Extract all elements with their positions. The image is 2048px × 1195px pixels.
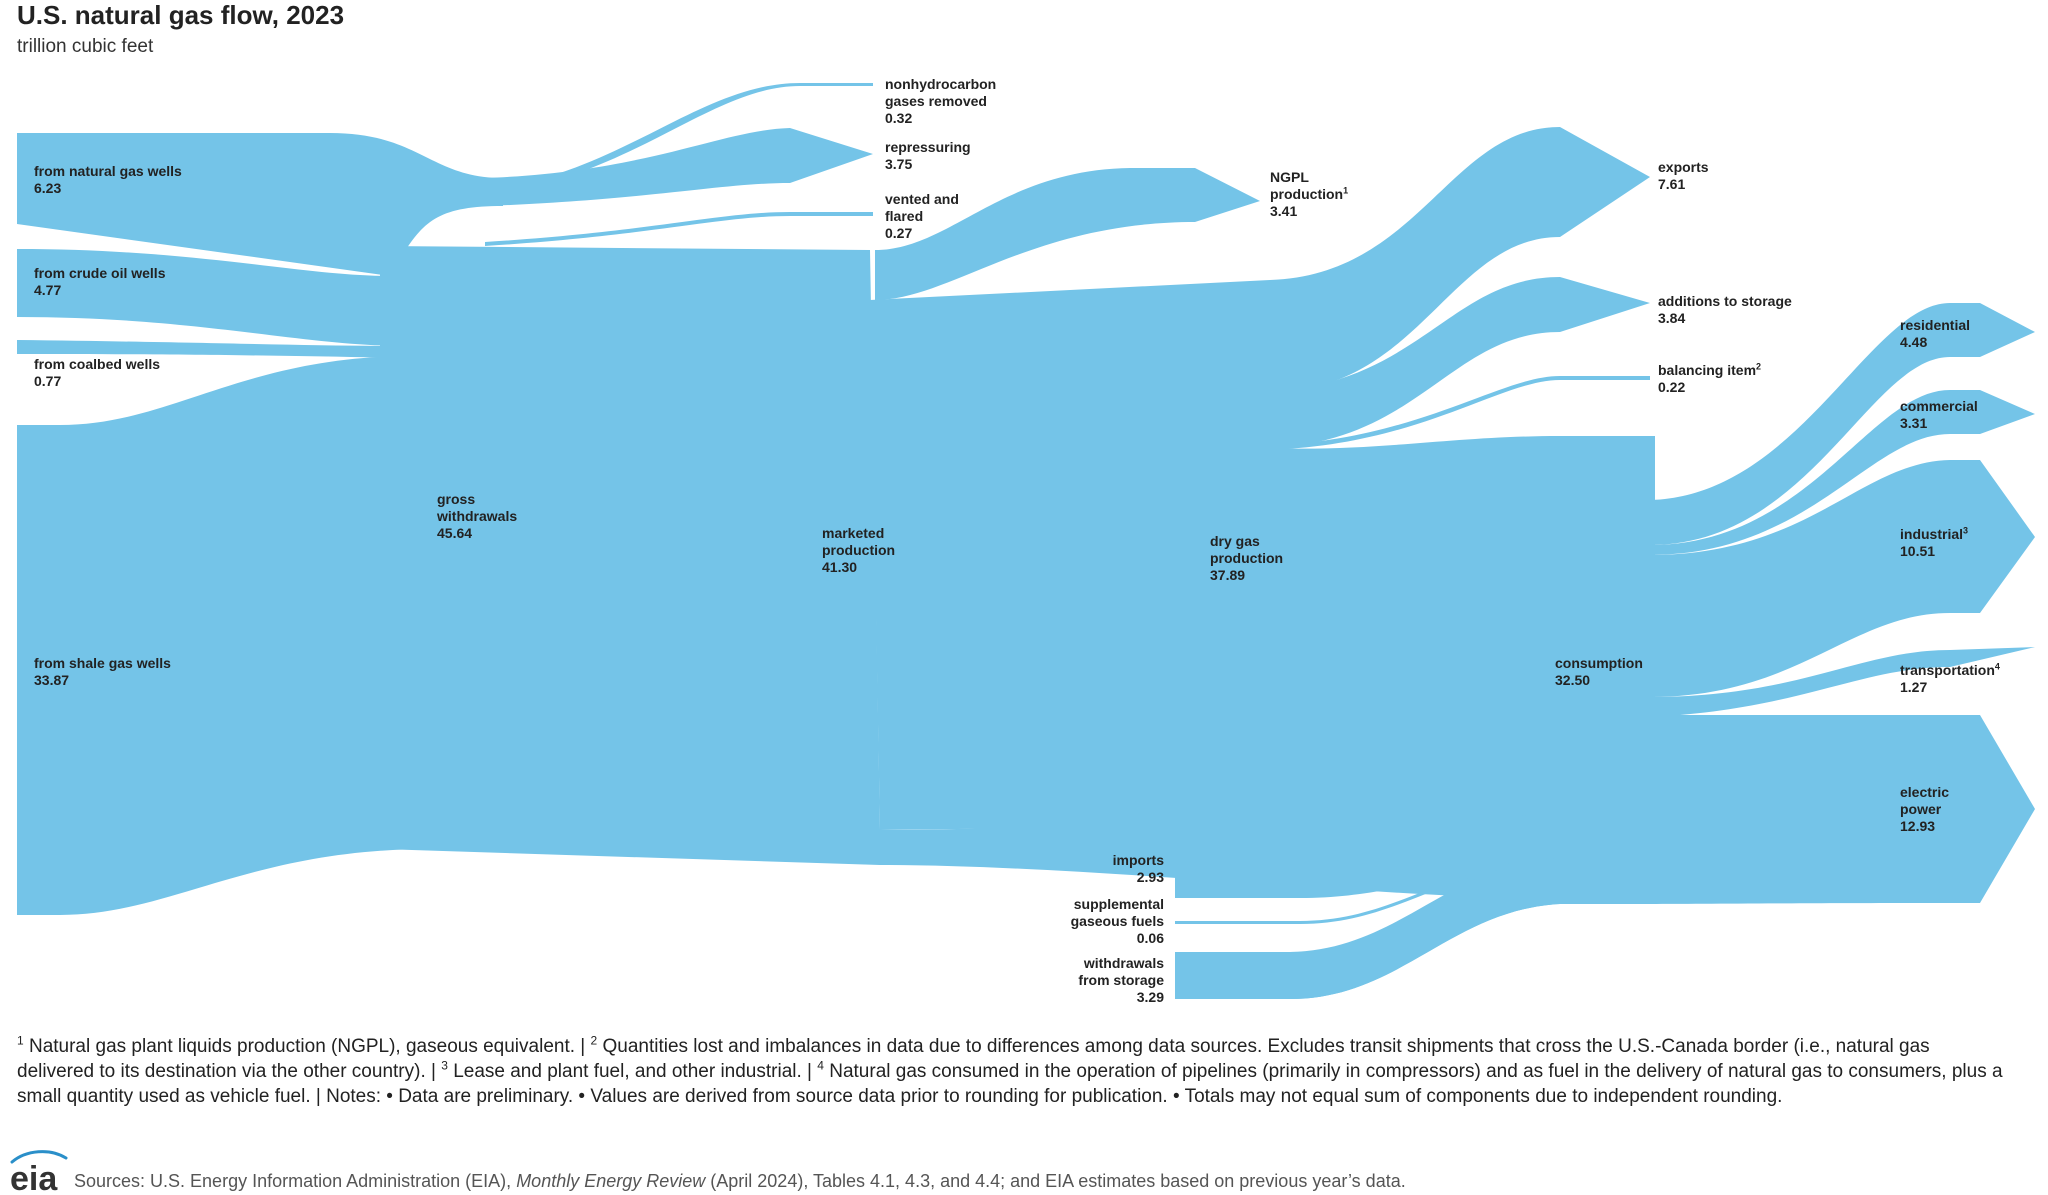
flow-nonhydrocarbon <box>485 83 873 194</box>
flow-imports <box>1175 812 1560 898</box>
label-withdrawals-storage: withdrawals from storage 3.29 <box>1078 955 1164 1005</box>
flow-exports <box>1270 127 1650 392</box>
label-imports: imports 2.93 <box>1112 852 1164 885</box>
footnote-1-marker: 1 <box>17 1033 24 1048</box>
label-vented-flared: vented and flared 0.27 <box>885 191 959 241</box>
label-supplemental: supplemental gaseous fuels 0.06 <box>1070 896 1164 946</box>
label-shale-gas-wells: from shale gas wells 33.87 <box>34 655 171 688</box>
footnote-4-marker: 4 <box>817 1058 824 1073</box>
page-title: U.S. natural gas flow, 2023 <box>17 0 345 30</box>
eia-logo-text: eia <box>10 1160 58 1194</box>
label-natural-gas-wells: from natural gas wells 6.23 <box>34 163 182 196</box>
label-repressuring: repressuring 3.75 <box>885 139 971 172</box>
flow-repressuring <box>485 128 873 206</box>
flow-crude-oil-wells <box>17 249 405 346</box>
label-coalbed-wells: from coalbed wells 0.77 <box>34 356 161 389</box>
label-residential: residential 4.48 <box>1900 317 1971 350</box>
sources-line: Sources: U.S. Energy Information Adminis… <box>74 1171 1406 1192</box>
label-nonhydrocarbon: nonhydrocarbon gases removed 0.32 <box>885 76 997 126</box>
footnote-4: Natural gas consumed in the operation of… <box>17 1061 2003 1107</box>
label-ngpl: NGPL production1 3.41 <box>1270 169 1349 219</box>
label-transportation: transportation4 1.27 <box>1900 661 2000 695</box>
label-industrial: industrial3 10.51 <box>1900 525 1969 559</box>
units-subtitle: trillion cubic feet <box>17 36 154 57</box>
eia-logo: eia <box>10 1150 68 1194</box>
flow-vented-flared <box>485 212 873 246</box>
sources-prefix: Sources: U.S. Energy Information Adminis… <box>74 1171 517 1191</box>
flow-natural-gas-wells <box>17 133 503 276</box>
footnote-2-marker: 2 <box>590 1033 598 1048</box>
flow-industrial <box>1650 460 2035 697</box>
label-electric-power: electric power 12.93 <box>1900 784 1950 834</box>
label-balancing-item: balancing item2 0.22 <box>1658 361 1762 395</box>
footnote-3: Lease and plant fuel, and other industri… <box>453 1061 818 1082</box>
label-commercial: commercial 3.31 <box>1900 398 1978 431</box>
sources-suffix: (April 2024), Tables 4.1, 4.3, and 4.4; … <box>705 1171 1406 1191</box>
label-dry-gas-production: dry gas production 37.89 <box>1210 533 1284 583</box>
flow-shale-gas-wells <box>17 356 430 915</box>
flow-commercial <box>1650 390 2035 555</box>
label-gross-withdrawals: gross withdrawals 45.64 <box>437 491 518 541</box>
flow-ngpl <box>875 168 1260 300</box>
flow-electric-power <box>1650 715 2035 904</box>
footnote-3-marker: 3 <box>441 1058 448 1073</box>
footnotes: 1 Natural gas plant liquids production (… <box>17 1034 2007 1109</box>
sources-italic: Monthly Energy Review <box>516 1171 706 1191</box>
flow-dry-gas-production <box>1265 436 1560 830</box>
flow-coalbed-wells <box>17 340 405 358</box>
label-marketed-production: marketed production 41.30 <box>822 525 896 575</box>
sankey-diagram <box>17 83 2035 999</box>
flow-additions-storage <box>1265 277 1650 448</box>
flow-consumption <box>1555 436 1655 904</box>
label-additions-storage: additions to storage 3.84 <box>1658 293 1792 326</box>
label-consumption: consumption 32.50 <box>1555 655 1643 688</box>
flow-gross-withdrawals <box>380 246 1560 900</box>
flow-residential <box>1650 303 2035 545</box>
footnote-2: Quantities lost and imbalances in data d… <box>17 1036 1930 1082</box>
flow-storage-merge <box>1290 858 1560 999</box>
footnote-1: Natural gas plant liquids production (NG… <box>28 1036 591 1057</box>
label-exports: exports 7.61 <box>1658 159 1709 192</box>
label-crude-oil-wells: from crude oil wells 4.77 <box>34 265 166 298</box>
flow-transportation <box>1650 647 2035 717</box>
flow-marketed-production <box>870 280 1270 830</box>
